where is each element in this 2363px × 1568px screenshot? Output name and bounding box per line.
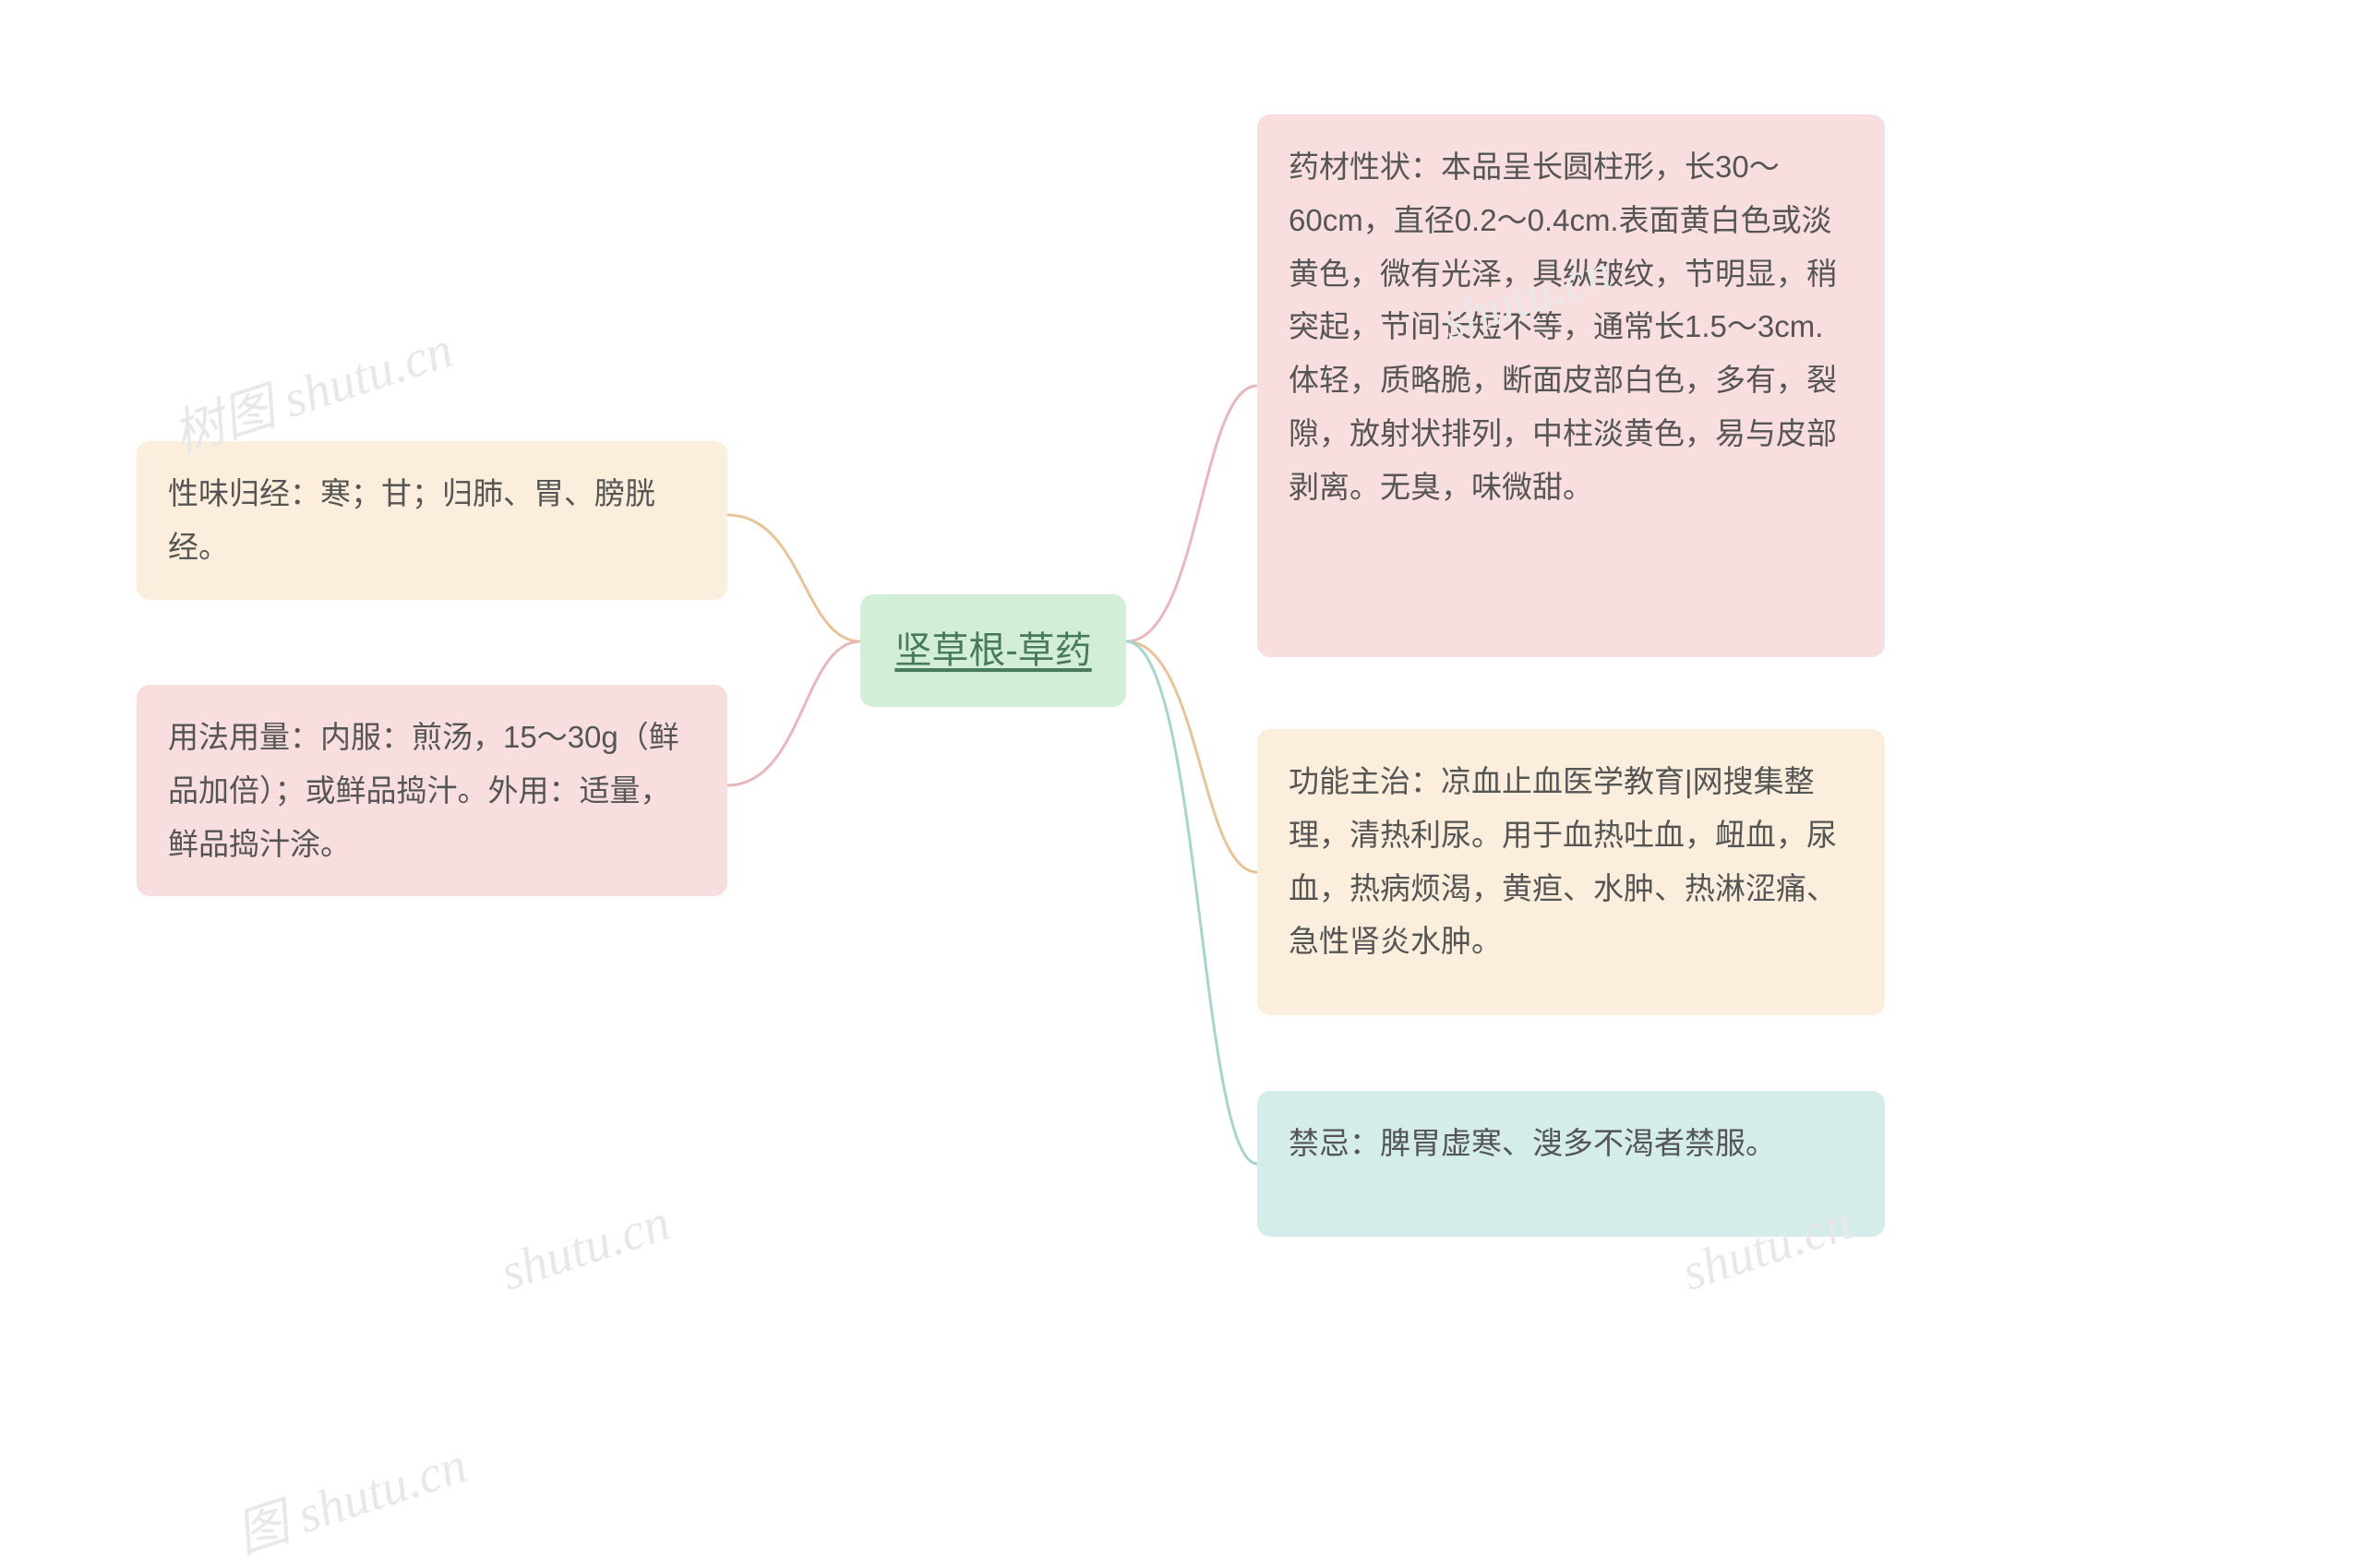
center-node: 坚草根-草药 bbox=[860, 594, 1126, 707]
watermark: 图 shutu.cn bbox=[225, 1423, 475, 1568]
node-characteristics: 药材性状：本品呈长圆柱形，长30～60cm，直径0.2～0.4cm.表面黄白色或… bbox=[1257, 114, 1885, 657]
connector-left-1 bbox=[727, 515, 860, 641]
node-dosage: 用法用量：内服：煎汤，15～30g（鲜品加倍）；或鲜品捣汁。外用：适量，鲜品捣汁… bbox=[137, 685, 727, 896]
node-meridian: 性味归经：寒；甘；归肺、胃、膀胱经。 bbox=[137, 441, 727, 600]
connector-right-1 bbox=[1126, 386, 1257, 641]
connector-right-3 bbox=[1126, 641, 1257, 1164]
watermark: shutu.cn bbox=[494, 1192, 678, 1302]
connector-left-2 bbox=[727, 641, 860, 785]
node-contraindications: 禁忌：脾胃虚寒、溲多不渴者禁服。 bbox=[1257, 1091, 1885, 1237]
connector-right-2 bbox=[1126, 641, 1257, 872]
node-functions: 功能主治：凉血止血医学教育|网搜集整理，清热利尿。用于血热吐血，衄血，尿血，热病… bbox=[1257, 729, 1885, 1015]
